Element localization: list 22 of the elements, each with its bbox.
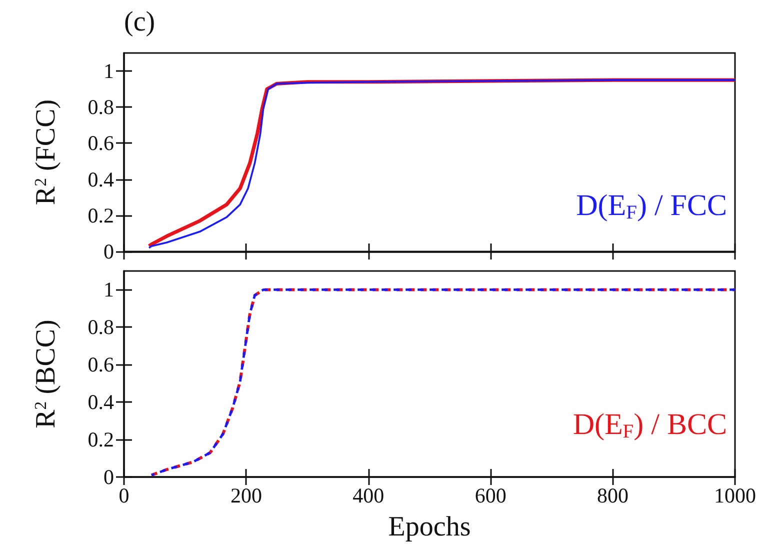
y-axis-title: R2 (BCC) xyxy=(30,320,62,428)
x-tick-label: 400 xyxy=(352,484,384,508)
x-tick-label: 0 xyxy=(118,484,130,508)
y-tick-label: 0.8 xyxy=(88,315,114,340)
y-tick-label: 0 xyxy=(104,240,114,264)
x-tick-label: 200 xyxy=(230,484,262,508)
y-tick-label: 0.2 xyxy=(88,203,114,228)
y-tick-label: 1 xyxy=(104,278,114,302)
y-tick-label: 0.4 xyxy=(88,390,114,414)
x-tick-label: 600 xyxy=(474,484,506,508)
y-tick-label: 0.6 xyxy=(88,352,114,377)
y-tick-label: 0.8 xyxy=(88,95,114,120)
x-tick-label: 1000 xyxy=(714,484,756,508)
y-tick-label: 0.4 xyxy=(88,167,114,192)
x-axis-title: Epochs xyxy=(388,512,471,542)
x-tick-label: 800 xyxy=(597,484,629,508)
y-tick-label: 1 xyxy=(104,59,114,84)
y-tick-label: 0.2 xyxy=(88,428,114,452)
y-tick-label: 0.6 xyxy=(88,131,114,156)
text: (c) xyxy=(124,6,156,38)
y-axis-title: R2 (FCC) xyxy=(30,99,62,206)
y-tick-label: 0 xyxy=(104,465,114,489)
